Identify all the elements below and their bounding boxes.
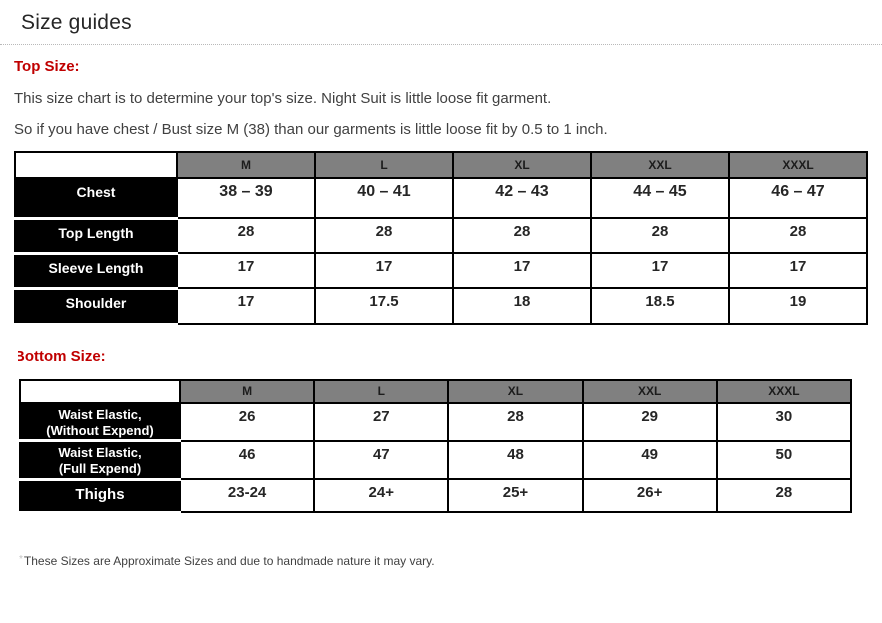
size-column-header: M <box>176 151 316 179</box>
table-row: Chest 38 – 39 40 – 41 42 – 43 44 – 45 46 – 47 <box>14 177 868 220</box>
top-size-description-1: This size chart is to determine your top… <box>14 90 552 107</box>
row-label: Sleeve Length <box>14 251 178 290</box>
top-size-description-2: So if you have chest / Bust size M (38) … <box>14 121 608 138</box>
size-value-cell: 28 <box>590 217 730 254</box>
size-value-cell: 28 <box>176 217 316 254</box>
top-size-table: M L XL XXL XXXL Chest 38 – 39 40 – 41 42 – 43 44 … <box>14 151 868 326</box>
size-value-cell: 28 <box>452 217 592 254</box>
size-column-header: XXL <box>581 378 718 404</box>
footnote-marker: * <box>19 553 23 565</box>
size-value-cell: 28 <box>314 217 454 254</box>
size-value-cell: 19 <box>728 287 868 325</box>
bottom-size-heading-wrap: Bottom Size: <box>18 348 882 366</box>
size-value-cell: 24+ <box>313 478 450 513</box>
row-label: Chest <box>14 177 178 220</box>
size-value-cell: 18.5 <box>590 287 730 325</box>
size-value-cell: 25+ <box>447 478 584 513</box>
title-divider <box>0 44 882 45</box>
size-value-cell: 50 <box>715 439 853 480</box>
size-value-cell: 28 <box>715 478 853 513</box>
row-label: Top Length <box>14 216 178 255</box>
corner-cell <box>19 378 181 404</box>
top-size-heading: Top Size: <box>14 58 80 75</box>
row-label: Thighs <box>19 477 181 514</box>
size-value-cell: 17 <box>176 287 316 325</box>
size-value-cell: 28 <box>728 217 868 254</box>
size-value-cell: 40 – 41 <box>314 177 454 219</box>
row-label: Waist Elastic, (Without Expend) <box>19 401 181 442</box>
size-value-cell: 23-24 <box>178 478 316 513</box>
footnote: *These Sizes are Approximate Sizes and d… <box>19 554 882 568</box>
size-value-cell: 18 <box>452 287 592 325</box>
table-row: Thighs 23-24 24+ 25+ 26+ 28 <box>19 477 853 514</box>
size-column-header: XL <box>452 151 592 179</box>
table-row: Waist Elastic, (Full Expend) 46 47 48 49 50 <box>19 439 853 481</box>
top-size-section: Top Size: This size chart is to determin… <box>0 58 882 326</box>
size-header-row: M L XL XXL XXXL <box>14 151 868 179</box>
bottom-size-section: Bottom Size: M L XL XXL XXXL Waist Elastic, (W… <box>0 348 882 514</box>
size-value-cell: 42 – 43 <box>452 177 592 219</box>
size-value-cell: 17 <box>452 252 592 289</box>
size-value-cell: 17 <box>728 252 868 289</box>
size-value-cell: 17.5 <box>314 287 454 325</box>
size-column-header: L <box>314 151 454 179</box>
table-row: Shoulder 17 17.5 18 18.5 19 <box>14 286 868 326</box>
size-value-cell: 49 <box>581 439 718 480</box>
bottom-size-heading: Bottom Size: <box>18 347 106 365</box>
size-value-cell: 26 <box>178 401 316 442</box>
size-value-cell: 27 <box>313 401 450 442</box>
size-value-cell: 28 <box>447 401 584 442</box>
size-value-cell: 48 <box>447 439 584 480</box>
size-value-cell: 17 <box>176 252 316 289</box>
table-row: Waist Elastic, (Without Expend) 26 27 28 29 30 <box>19 401 853 442</box>
size-value-cell: 46 <box>178 439 316 480</box>
table-row: Sleeve Length 17 17 17 17 17 <box>14 251 868 290</box>
size-value-cell: 17 <box>314 252 454 289</box>
size-value-cell: 26+ <box>581 478 718 513</box>
corner-cell <box>14 151 178 179</box>
size-value-cell: 17 <box>590 252 730 289</box>
footnote-text: These Sizes are Approximate Sizes and du… <box>23 553 435 568</box>
size-value-cell: 30 <box>715 401 853 442</box>
size-value-cell: 44 – 45 <box>590 177 730 219</box>
size-column-header: XL <box>447 378 584 404</box>
row-label: Shoulder <box>14 286 178 326</box>
size-column-header: XXL <box>590 151 730 179</box>
bottom-size-table: M L XL XXL XXXL Waist Elastic, (Without Expend… <box>19 378 853 514</box>
size-value-cell: 46 – 47 <box>728 177 868 219</box>
size-column-header: XXXL <box>728 151 868 179</box>
row-label: Waist Elastic, (Full Expend) <box>19 439 181 481</box>
size-header-row: M L XL XXL XXXL <box>19 378 853 404</box>
page-title: Size guides <box>21 11 132 34</box>
table-row: Top Length 28 28 28 28 28 <box>14 216 868 255</box>
size-column-header: XXXL <box>715 378 853 404</box>
size-value-cell: 29 <box>581 401 718 442</box>
size-value-cell: 38 – 39 <box>176 177 316 219</box>
size-value-cell: 47 <box>313 439 450 480</box>
size-column-header: L <box>313 378 450 404</box>
size-column-header: M <box>178 378 316 404</box>
